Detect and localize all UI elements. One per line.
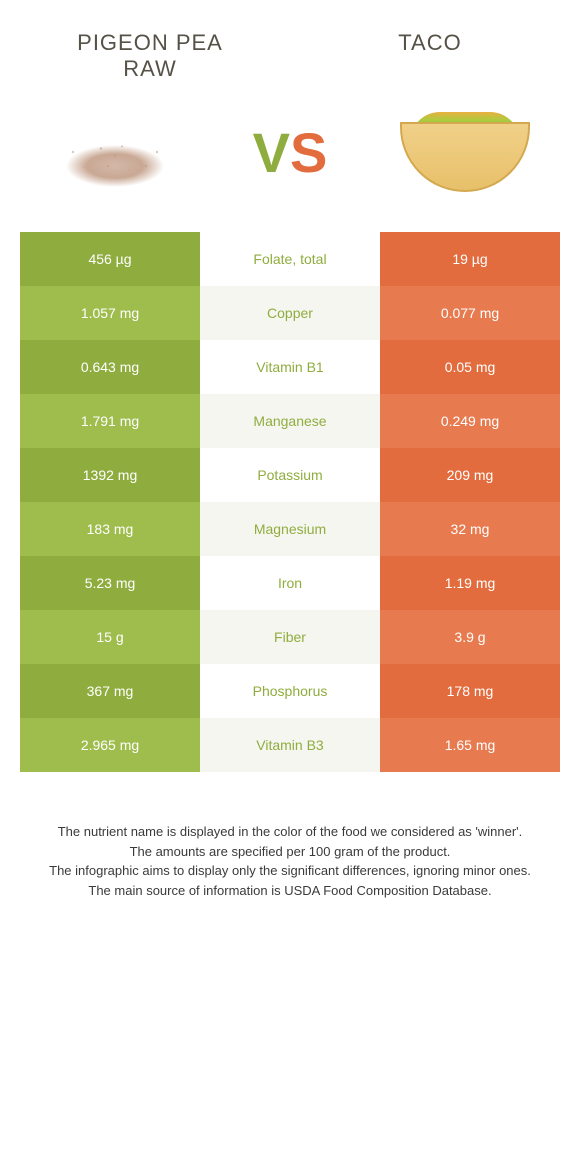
footer-line: The amounts are specified per 100 gram o…: [30, 842, 550, 862]
nutrient-row: 456 µgFolate, total19 µg: [20, 232, 560, 286]
right-value: 32 mg: [380, 502, 560, 556]
nutrient-row: 367 mgPhosphorus178 mg: [20, 664, 560, 718]
footer-line: The main source of information is USDA F…: [30, 881, 550, 901]
header: Pigeon pea raw Taco: [0, 0, 580, 92]
nutrient-name: Potassium: [200, 448, 380, 502]
left-value: 0.643 mg: [20, 340, 200, 394]
right-value: 3.9 g: [380, 610, 560, 664]
nutrient-table: 456 µgFolate, total19 µg1.057 mgCopper0.…: [20, 232, 560, 772]
left-value: 5.23 mg: [20, 556, 200, 610]
left-value: 1392 mg: [20, 448, 200, 502]
vs-v-letter: V: [253, 120, 290, 185]
right-value: 0.05 mg: [380, 340, 560, 394]
title-line: Taco: [330, 30, 530, 56]
nutrient-name: Vitamin B3: [200, 718, 380, 772]
nutrient-row: 15 gFiber3.9 g: [20, 610, 560, 664]
footer-line: The nutrient name is displayed in the co…: [30, 822, 550, 842]
nutrient-name: Magnesium: [200, 502, 380, 556]
nutrient-row: 183 mgMagnesium32 mg: [20, 502, 560, 556]
right-value: 1.65 mg: [380, 718, 560, 772]
vs-row: VS: [0, 92, 580, 232]
right-value: 1.19 mg: [380, 556, 560, 610]
nutrient-name: Folate, total: [200, 232, 380, 286]
right-value: 0.249 mg: [380, 394, 560, 448]
right-value: 178 mg: [380, 664, 560, 718]
left-value: 367 mg: [20, 664, 200, 718]
left-value: 183 mg: [20, 502, 200, 556]
nutrient-row: 1.791 mgManganese0.249 mg: [20, 394, 560, 448]
right-value: 19 µg: [380, 232, 560, 286]
right-food-title: Taco: [330, 30, 530, 82]
taco-image: [390, 102, 540, 202]
nutrient-row: 2.965 mgVitamin B31.65 mg: [20, 718, 560, 772]
nutrient-row: 1.057 mgCopper0.077 mg: [20, 286, 560, 340]
nutrient-name: Copper: [200, 286, 380, 340]
left-value: 15 g: [20, 610, 200, 664]
left-value: 1.791 mg: [20, 394, 200, 448]
title-line: raw: [50, 56, 250, 82]
right-value: 209 mg: [380, 448, 560, 502]
footer-notes: The nutrient name is displayed in the co…: [0, 772, 580, 930]
nutrient-row: 0.643 mgVitamin B10.05 mg: [20, 340, 560, 394]
nutrient-name: Manganese: [200, 394, 380, 448]
vs-label: VS: [253, 120, 328, 185]
nutrient-name: Vitamin B1: [200, 340, 380, 394]
title-line: Pigeon pea: [50, 30, 250, 56]
nutrient-row: 1392 mgPotassium209 mg: [20, 448, 560, 502]
nutrient-name: Fiber: [200, 610, 380, 664]
left-value: 1.057 mg: [20, 286, 200, 340]
right-value: 0.077 mg: [380, 286, 560, 340]
left-food-title: Pigeon pea raw: [50, 30, 250, 82]
nutrient-name: Iron: [200, 556, 380, 610]
nutrient-row: 5.23 mgIron1.19 mg: [20, 556, 560, 610]
left-value: 456 µg: [20, 232, 200, 286]
footer-line: The infographic aims to display only the…: [30, 861, 550, 881]
nutrient-name: Phosphorus: [200, 664, 380, 718]
left-value: 2.965 mg: [20, 718, 200, 772]
vs-s-letter: S: [290, 120, 327, 185]
pigeon-pea-image: [40, 102, 190, 202]
